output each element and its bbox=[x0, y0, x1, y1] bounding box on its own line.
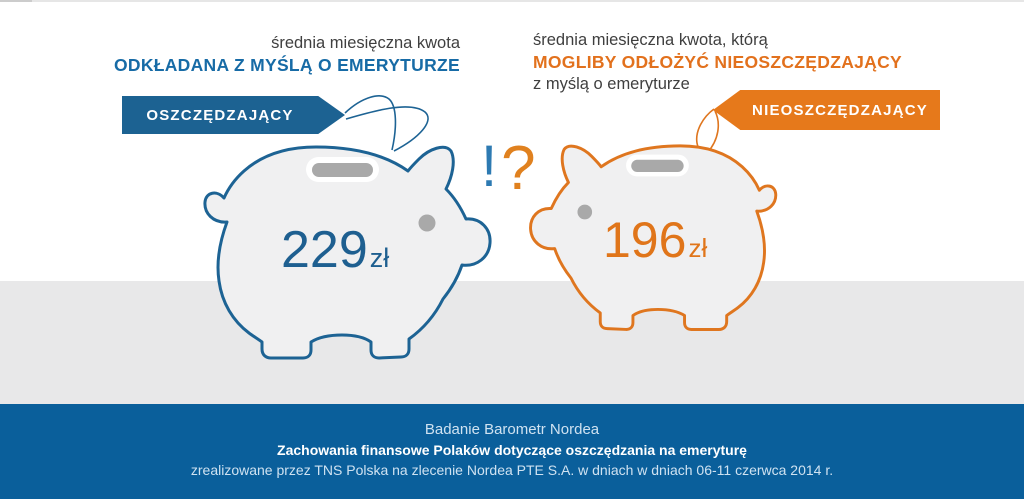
amount-not-saving-value: 196 bbox=[603, 212, 687, 268]
footer-study-details: zrealizowane przez TNS Polska na zleceni… bbox=[190, 462, 834, 478]
tag-not-saving: NIEOSZCZĘDZAJĄCY bbox=[713, 90, 940, 130]
footer-study-name: Badanie Barometr Nordea bbox=[424, 421, 600, 438]
amount-saving-currency: zł bbox=[369, 243, 390, 273]
footer-study-title: Zachowania finansowe Polaków dotyczące o… bbox=[277, 442, 747, 458]
exclamation-question-marks: ! ? bbox=[481, 138, 536, 200]
tag-not-saving-label: NIEOSZCZĘDZAJĄCY bbox=[752, 101, 928, 119]
background-band bbox=[0, 281, 1024, 404]
amount-saving-value: 229 bbox=[281, 221, 368, 279]
top-divider-segment bbox=[0, 0, 32, 2]
heading-not-saving-line3: z myślą o emeryturze bbox=[533, 75, 690, 93]
heading-saving: średnia miesięczna kwota ODKŁADANA Z MYŚ… bbox=[100, 32, 460, 76]
question-mark: ? bbox=[501, 134, 536, 203]
heading-saving-line2: ODKŁADANA Z MYŚLĄ O EMERYTURZE bbox=[113, 55, 460, 75]
footer-bar: Badanie Barometr Nordea Zachowania finan… bbox=[0, 404, 1024, 499]
amount-not-saving-currency: zł bbox=[688, 233, 708, 263]
tag-string-left bbox=[344, 95, 429, 152]
tag-saving-label: OSZCZĘDZAJĄCY bbox=[146, 106, 294, 124]
heading-not-saving-line1: średnia miesięczna kwota, którą bbox=[533, 31, 768, 49]
heading-not-saving-line2: MOGLIBY ODŁOŻYĆ NIEOSZCZĘDZAJĄCY bbox=[533, 52, 903, 72]
heading-not-saving: średnia miesięczna kwota, którą MOGLIBY … bbox=[533, 29, 953, 95]
top-divider-line bbox=[0, 0, 1024, 2]
exclamation-mark: ! bbox=[481, 134, 498, 199]
tag-saving: OSZCZĘDZAJĄCY bbox=[122, 96, 345, 134]
heading-saving-line1: średnia miesięczna kwota bbox=[271, 34, 460, 52]
amount-saving: 229 zł bbox=[281, 224, 389, 276]
amount-not-saving: 196 zł bbox=[603, 215, 707, 265]
